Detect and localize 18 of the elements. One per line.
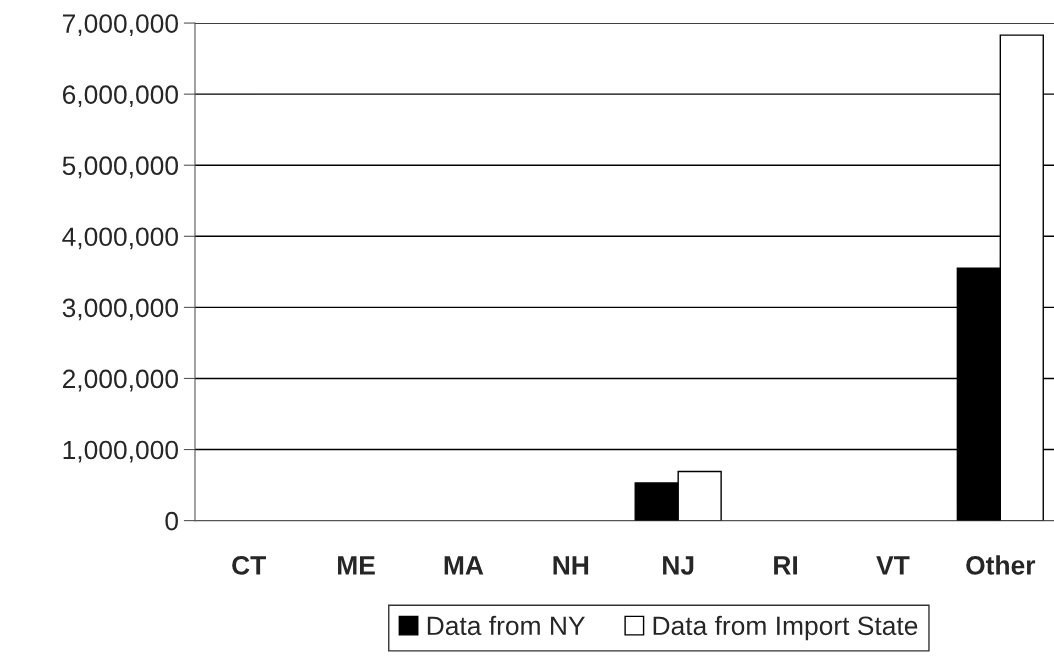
x-tick-label: RI <box>774 556 797 575</box>
y-tick-label: 3,000,000 <box>62 298 178 321</box>
legend-label: Data from Import State <box>653 615 918 641</box>
x-tick-label: NH <box>553 556 589 575</box>
y-tick-label: 4,000,000 <box>62 227 178 250</box>
x-tick-label: MA <box>444 556 484 575</box>
x-tick-label: NJ <box>663 556 694 575</box>
y-tick-label: 2,000,000 <box>62 369 178 392</box>
legend-label: Data from NY <box>427 615 585 636</box>
y-tick-label: 6,000,000 <box>62 85 178 108</box>
y-tick-label: 5,000,000 <box>62 156 178 179</box>
y-tick-label: 1,000,000 <box>63 440 178 463</box>
x-tick-label: CT <box>232 556 266 575</box>
y-tick-label: 0 <box>165 511 178 531</box>
x-tick-label: VT <box>876 556 910 575</box>
y-tick-label: 7,000,000 <box>62 14 178 36</box>
x-tick-label: ME <box>338 556 375 575</box>
x-tick-label: Other <box>966 555 1036 575</box>
